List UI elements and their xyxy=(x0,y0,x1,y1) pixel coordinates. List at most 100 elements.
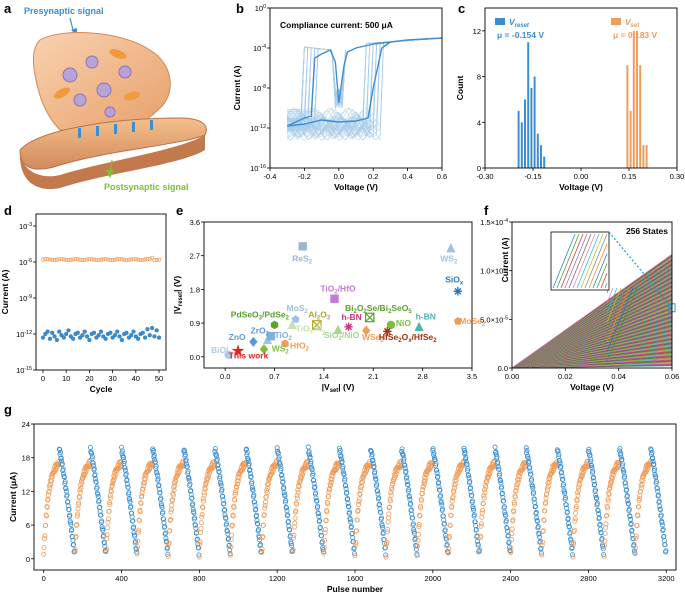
d-point-lrs xyxy=(129,257,134,262)
d-point-lrs xyxy=(82,257,87,263)
g-point-potentiation xyxy=(43,513,49,519)
g-point-depression xyxy=(89,450,95,456)
g-point-depression xyxy=(313,490,319,496)
g-point-potentiation xyxy=(355,507,361,513)
g-point-potentiation xyxy=(422,478,428,484)
g-point-potentiation xyxy=(41,545,47,551)
g-point-depression xyxy=(123,471,129,477)
g-point-potentiation xyxy=(510,517,516,523)
e-label-tion-part: y xyxy=(322,329,326,335)
g-point-depression xyxy=(403,468,409,474)
g-point-depression xyxy=(192,515,198,521)
g-point-depression xyxy=(404,479,410,485)
g-point-depression xyxy=(345,500,351,506)
g-point-depression xyxy=(217,474,223,480)
e-label-tio2hfo: TiO2/HfO xyxy=(320,283,356,295)
c-bar-Vreset xyxy=(540,145,542,168)
g-point-depression xyxy=(663,548,669,554)
g-point-potentiation xyxy=(540,539,546,545)
g-point-potentiation xyxy=(103,546,109,552)
g-ytick-label: 18 xyxy=(22,454,30,463)
g-point-depression xyxy=(224,528,230,534)
g-point-potentiation xyxy=(227,552,233,558)
g-point-potentiation xyxy=(572,516,578,522)
g-point-potentiation xyxy=(447,522,453,528)
d-point-hrs xyxy=(40,335,46,340)
g-point-depression xyxy=(59,461,65,467)
g-point-potentiation xyxy=(211,459,217,465)
g-point-depression xyxy=(69,526,75,532)
g-point-potentiation xyxy=(135,538,141,544)
g-point-potentiation xyxy=(356,499,362,505)
g-point-potentiation xyxy=(417,513,423,519)
g-point-depression xyxy=(187,481,193,487)
g-point-potentiation xyxy=(138,500,144,506)
g-point-potentiation xyxy=(634,522,640,528)
g-point-potentiation xyxy=(542,508,548,514)
g-point-potentiation xyxy=(580,471,586,477)
g-point-depression xyxy=(244,450,250,456)
g-point-potentiation xyxy=(205,475,211,481)
g-point-depression xyxy=(344,489,350,495)
g-point-depression xyxy=(624,487,630,493)
e-label-bi2o2se-part: O xyxy=(357,303,364,313)
g-point-depression xyxy=(473,527,479,533)
g-point-potentiation xyxy=(603,525,609,531)
g-point-potentiation xyxy=(356,502,362,508)
b-xtick-label: -0.2 xyxy=(298,172,311,181)
e-label-tion-part: x xyxy=(310,329,314,335)
g-point-depression xyxy=(160,509,166,515)
g-point-depression xyxy=(184,464,190,470)
g-point-depression xyxy=(196,552,202,558)
g-point-depression xyxy=(413,546,419,552)
g-point-depression xyxy=(308,459,314,465)
d-xtick-label: 0 xyxy=(41,374,45,383)
b-xtick-label: 0.0 xyxy=(334,172,344,181)
d-ytick-label-part: -3 xyxy=(27,222,32,228)
e-label-sio2nio-part: SiO xyxy=(324,330,339,340)
g-point-depression xyxy=(626,506,632,512)
d-point-lrs xyxy=(73,257,78,262)
f-inset-line xyxy=(568,233,592,289)
g-point-potentiation xyxy=(610,475,616,481)
d-point-lrs xyxy=(43,257,48,262)
e-label-tio2hfo-part: /HfO xyxy=(338,283,356,293)
e-xlabel-part: | xyxy=(322,382,324,392)
g-point-potentiation xyxy=(293,508,299,514)
g-point-depression xyxy=(190,506,196,512)
g-point-depression xyxy=(65,503,71,509)
g-point-potentiation xyxy=(108,495,114,501)
g-point-potentiation xyxy=(165,553,171,559)
g-point-depression xyxy=(315,511,321,517)
g-point-depression xyxy=(254,512,260,518)
d-point-lrs xyxy=(115,257,120,262)
d-point-lrs xyxy=(124,258,129,263)
g-point-potentiation xyxy=(228,536,234,542)
g-point-potentiation xyxy=(633,535,639,541)
g-point-depression xyxy=(251,492,257,498)
f-ytick-label-part: 1.5×10 xyxy=(480,218,503,227)
g-point-depression xyxy=(659,520,665,526)
f-inset-line xyxy=(564,233,588,289)
g-point-potentiation xyxy=(197,539,203,545)
b-ytick-label: 10-12 xyxy=(250,124,266,133)
g-point-depression xyxy=(374,481,380,487)
f-inset-line xyxy=(606,287,614,303)
vesicle-icon xyxy=(96,82,112,98)
c-bar-Vreset xyxy=(520,122,523,168)
g-point-potentiation xyxy=(606,491,612,497)
e-xtick-label: 0.7 xyxy=(269,372,279,381)
c-bar-Vset xyxy=(632,30,635,168)
g-point-depression xyxy=(189,495,195,501)
g-point-depression xyxy=(280,479,286,485)
g-point-potentiation xyxy=(198,520,204,526)
g-point-potentiation xyxy=(139,493,145,499)
e-label-al2o3-part: O xyxy=(320,309,327,319)
e-label-res2-part: 2 xyxy=(309,259,313,265)
g-point-depression xyxy=(462,450,468,456)
g-point-depression xyxy=(619,456,625,462)
g-point-depression xyxy=(186,475,192,481)
c-ytick-label: 8 xyxy=(477,73,481,82)
g-point-depression xyxy=(475,542,481,548)
e-label-mos2: MoS2 xyxy=(287,303,309,315)
